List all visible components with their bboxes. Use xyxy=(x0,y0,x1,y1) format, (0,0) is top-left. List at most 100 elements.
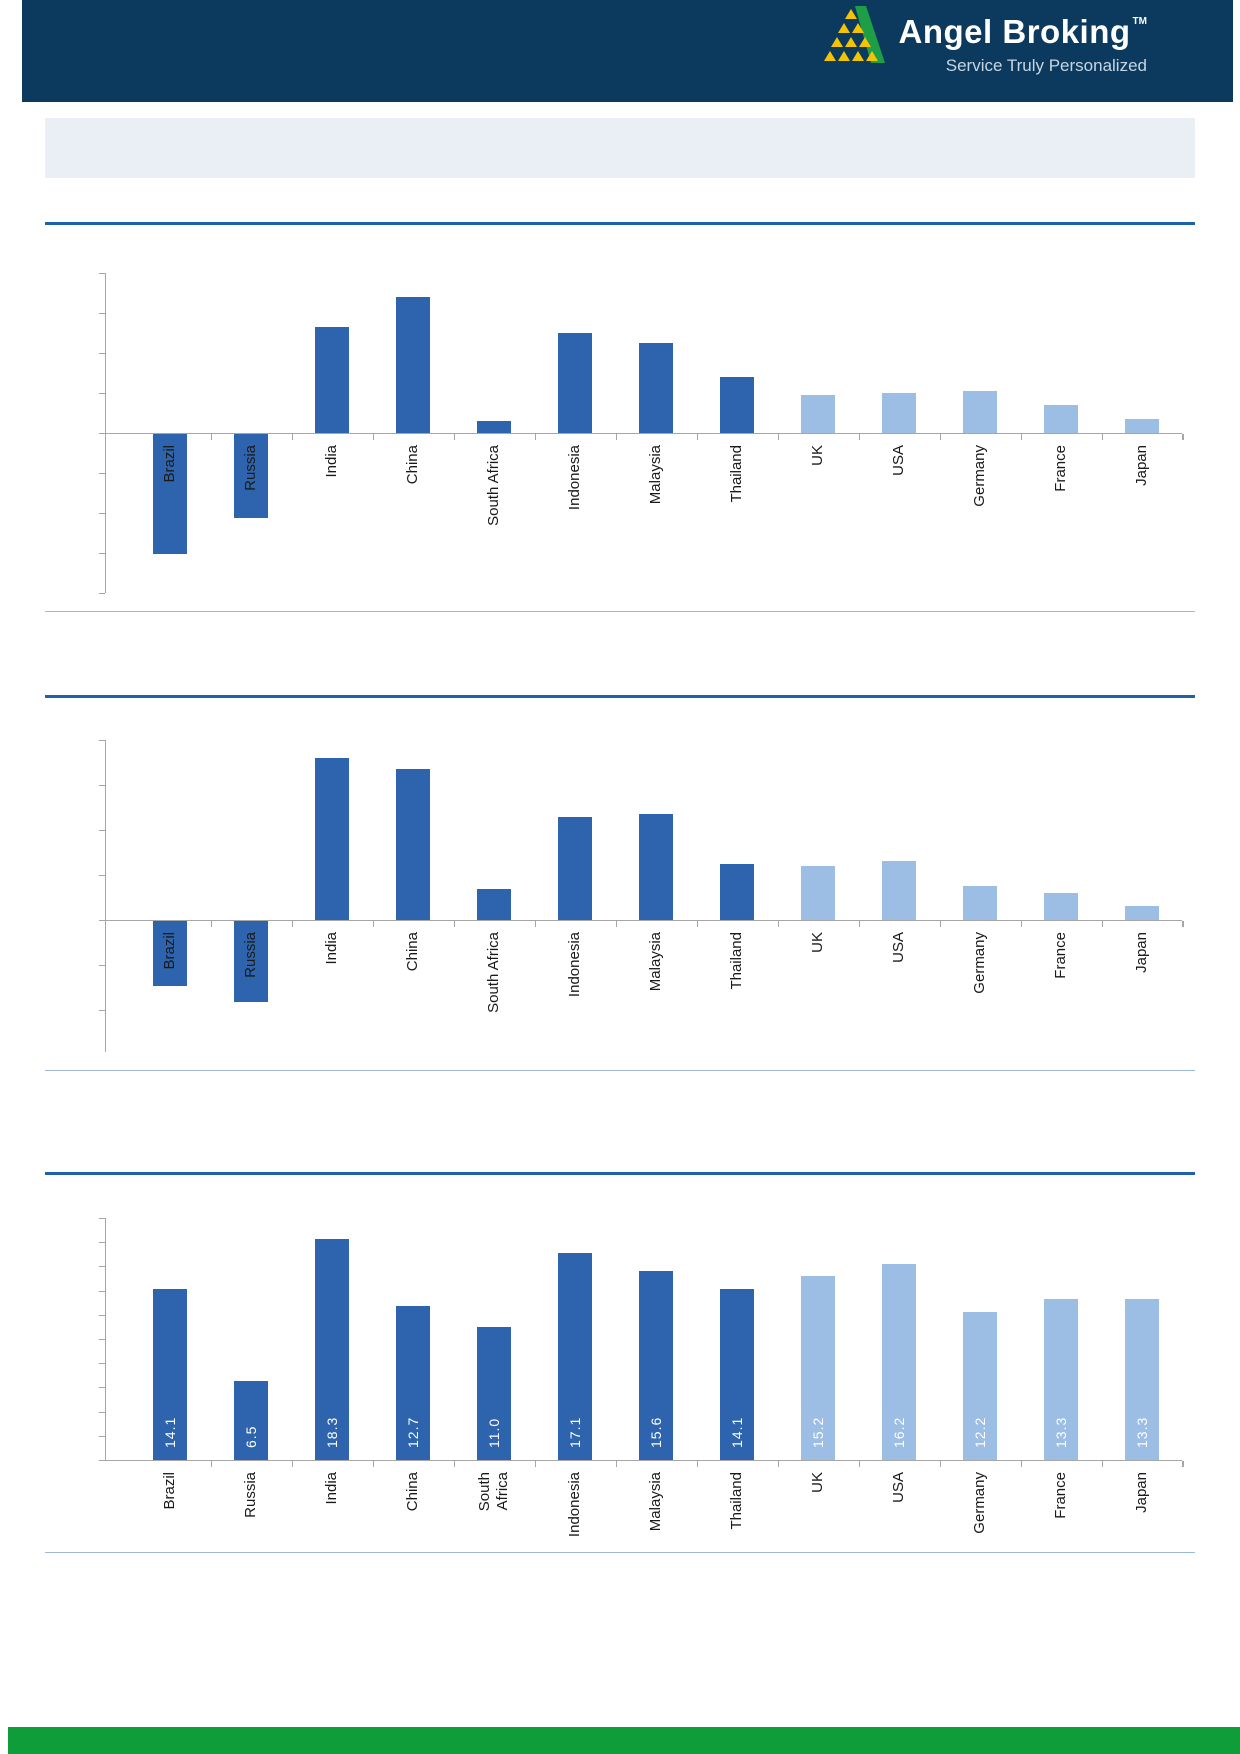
bar-india xyxy=(315,758,349,920)
x-axis-tick xyxy=(940,1461,941,1467)
x-axis-tick xyxy=(1183,434,1184,440)
bar-china xyxy=(396,769,430,920)
x-axis-tick xyxy=(859,1461,860,1467)
x-axis-tick xyxy=(697,434,698,440)
x-axis-tick xyxy=(697,1461,698,1467)
x-axis-tick xyxy=(454,434,455,440)
y-axis-tick xyxy=(99,1460,105,1461)
section-1-heading-rule xyxy=(45,222,1195,225)
section-1-separator xyxy=(45,611,1195,612)
bar-thailand xyxy=(720,864,754,920)
bar-russia xyxy=(234,434,268,518)
category-label-uk: UK xyxy=(809,445,826,466)
category-label-usa: USA xyxy=(890,1472,907,1503)
bar-usa xyxy=(882,861,916,920)
y-axis-line xyxy=(105,1218,106,1460)
category-label-south-africa: South Africa xyxy=(485,932,502,1013)
category-label-china: China xyxy=(404,445,421,485)
category-label-malaysia: Malaysia xyxy=(647,1472,664,1532)
y-axis-tick xyxy=(99,875,105,876)
bar-japan xyxy=(1125,906,1159,920)
bar-uk xyxy=(801,866,835,920)
bar-germany xyxy=(963,886,997,920)
category-label-russia: Russia xyxy=(242,932,259,978)
trademark-symbol: TM xyxy=(1132,16,1147,27)
y-axis-tick xyxy=(99,1363,105,1364)
bar-japan xyxy=(1125,419,1159,433)
y-axis-line xyxy=(105,740,106,1052)
x-axis-tick xyxy=(1183,1461,1184,1467)
bar-usa xyxy=(882,393,916,433)
value-label-germany: 12.2 xyxy=(972,1416,988,1448)
bar-malaysia xyxy=(639,343,673,433)
x-axis-tick xyxy=(778,434,779,440)
x-axis-tick xyxy=(373,921,374,927)
bar-russia xyxy=(234,1381,268,1460)
bar-south-africa xyxy=(477,1327,511,1460)
bar-brazil xyxy=(153,434,187,554)
value-label-malaysia: 15.6 xyxy=(648,1416,664,1448)
brand-title: Angel Broking xyxy=(898,13,1131,50)
x-axis-tick xyxy=(1182,434,1183,440)
x-axis-tick xyxy=(1182,921,1183,927)
x-axis-tick xyxy=(940,434,941,440)
bar-chart-2: Brazil Russia India China South Africa Indone… xyxy=(45,695,1195,1071)
category-label-germany: Germany xyxy=(971,1472,988,1534)
category-label-russia: Russia xyxy=(242,1472,259,1518)
x-axis-tick xyxy=(859,921,860,927)
x-axis-tick xyxy=(616,434,617,440)
value-label-thailand: 14.1 xyxy=(729,1416,745,1448)
y-axis-tick xyxy=(99,1291,105,1292)
footer-bar xyxy=(8,1727,1240,1754)
x-axis-tick xyxy=(778,1461,779,1467)
chart-section-1: Brazil Russia India China South Africa Indone… xyxy=(45,222,1195,612)
x-axis-tick xyxy=(1102,434,1103,440)
bar-malaysia xyxy=(639,814,673,920)
x-axis-tick xyxy=(211,921,212,927)
value-label-russia: 6.5 xyxy=(243,1425,259,1448)
category-label-uk: UK xyxy=(809,932,826,953)
y-axis-tick xyxy=(99,473,105,474)
title-placeholder-band xyxy=(45,118,1195,178)
x-axis-tick xyxy=(940,921,941,927)
brand-block: Angel Broking TM Service Truly Personali… xyxy=(821,6,1147,76)
category-label-usa: USA xyxy=(890,932,907,963)
value-label-brazil: 14.1 xyxy=(162,1416,178,1448)
value-label-south-africa: 11.0 xyxy=(486,1417,502,1448)
x-axis-tick xyxy=(292,1461,293,1467)
category-label-india: India xyxy=(323,1472,340,1505)
category-label-germany: Germany xyxy=(971,932,988,994)
bar-brazil xyxy=(153,921,187,986)
brand-text: Angel Broking TM Service Truly Personali… xyxy=(899,6,1147,76)
value-label-india: 18.3 xyxy=(324,1416,340,1448)
y-axis-tick xyxy=(99,785,105,786)
section-2-separator xyxy=(45,1070,1195,1071)
category-label-japan: Japan xyxy=(1133,932,1150,973)
y-axis-tick xyxy=(99,273,105,274)
category-label-malaysia: Malaysia xyxy=(647,445,664,505)
value-label-japan: 13.3 xyxy=(1134,1416,1150,1448)
x-axis-tick xyxy=(292,921,293,927)
category-label-japan: Japan xyxy=(1133,445,1150,486)
y-axis-tick xyxy=(99,353,105,354)
bar-india xyxy=(315,1239,349,1460)
bar-south-africa xyxy=(477,421,511,433)
value-label-indonesia: 17.1 xyxy=(567,1416,583,1448)
category-label-indonesia: Indonesia xyxy=(566,1472,583,1538)
bar-china xyxy=(396,297,430,433)
bar-uk xyxy=(801,395,835,433)
category-label-germany: Germany xyxy=(971,445,988,507)
chart-section-3: Brazil Russia India China South Africa Indone… xyxy=(45,1172,1195,1553)
y-axis-tick xyxy=(99,1339,105,1340)
x-axis-tick xyxy=(1102,921,1103,927)
category-label-india: India xyxy=(323,932,340,965)
angel-broking-logo-icon xyxy=(821,6,885,71)
y-axis-tick xyxy=(99,920,105,921)
x-axis-tick xyxy=(697,921,698,927)
x-axis-tick xyxy=(1021,434,1022,440)
bar-indonesia xyxy=(558,817,592,920)
y-axis-tick xyxy=(99,1242,105,1243)
bar-chart-1: Brazil Russia India China South Africa Indone… xyxy=(45,222,1195,612)
category-label-japan: Japan xyxy=(1133,1472,1150,1513)
y-axis-tick xyxy=(99,740,105,741)
